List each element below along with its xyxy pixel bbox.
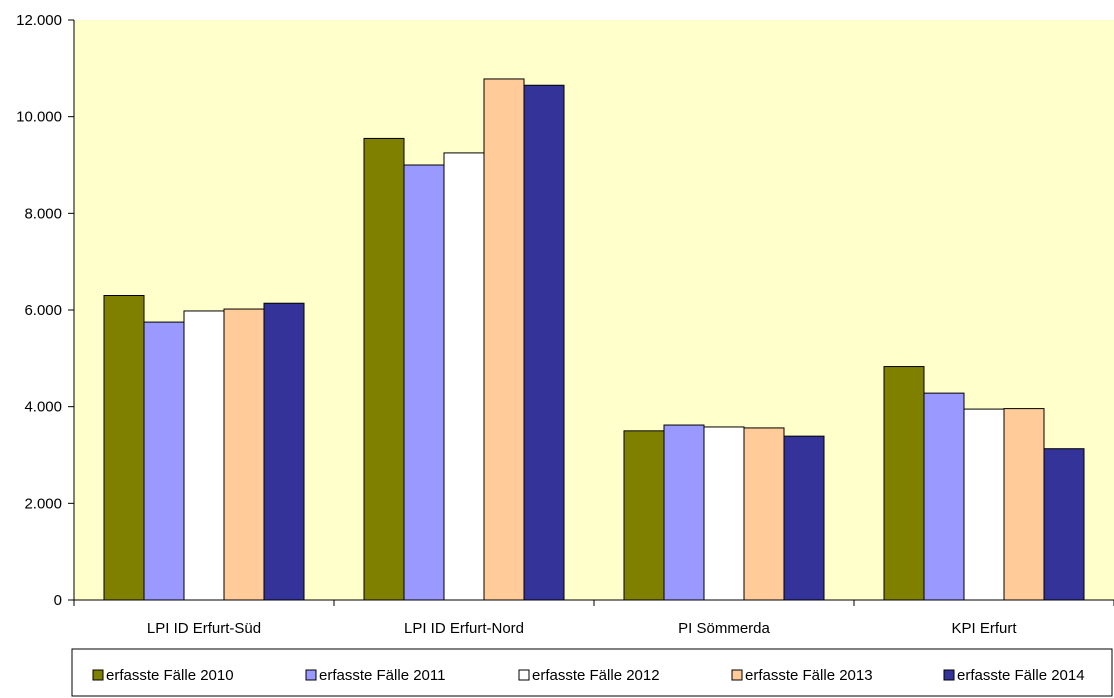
y-tick-label: 0	[54, 592, 62, 609]
bar-1-1	[104, 296, 144, 601]
bar-3-4	[964, 409, 1004, 600]
category-label: PI Sömmerda	[678, 620, 770, 637]
legend-label: erfasste Fälle 2013	[745, 667, 873, 684]
bar-2-2	[404, 165, 444, 600]
category-label: KPI Erfurt	[951, 620, 1017, 637]
bar-2-4	[924, 393, 964, 600]
bar-5-1	[264, 303, 304, 600]
y-tick-label: 8.000	[24, 205, 62, 222]
bar-4-4	[1004, 409, 1044, 600]
bar-3-2	[444, 153, 484, 600]
y-tick-label: 6.000	[24, 302, 62, 319]
legend-label: erfasste Fälle 2014	[957, 667, 1085, 684]
legend-swatch	[519, 670, 529, 680]
bar-4-2	[484, 79, 524, 600]
category-label: LPI ID Erfurt-Süd	[147, 620, 261, 637]
bar-1-3	[624, 431, 664, 600]
bar-3-3	[704, 427, 744, 600]
y-tick-label: 10.000	[16, 109, 62, 126]
bar-5-4	[1044, 449, 1084, 600]
legend-swatch	[732, 670, 742, 680]
y-tick-label: 2.000	[24, 495, 62, 512]
bar-4-3	[744, 428, 784, 600]
bar-2-1	[144, 322, 184, 600]
bar-5-3	[784, 436, 824, 600]
bar-3-1	[184, 311, 224, 600]
legend-label: erfasste Fälle 2011	[319, 667, 445, 684]
bar-4-1	[224, 309, 264, 600]
legend-swatch	[944, 670, 954, 680]
bar-2-3	[664, 425, 704, 600]
y-tick-label: 12.000	[16, 12, 62, 29]
y-tick-label: 4.000	[24, 399, 62, 416]
legend-label: erfasste Fälle 2010	[106, 667, 234, 684]
legend-swatch	[306, 670, 316, 680]
bar-5-2	[524, 85, 564, 600]
legend-swatch	[93, 670, 103, 680]
bar-1-4	[884, 367, 924, 600]
category-label: LPI ID Erfurt-Nord	[404, 620, 524, 637]
legend-label: erfasste Fälle 2012	[532, 667, 660, 684]
bar-1-2	[364, 138, 404, 600]
